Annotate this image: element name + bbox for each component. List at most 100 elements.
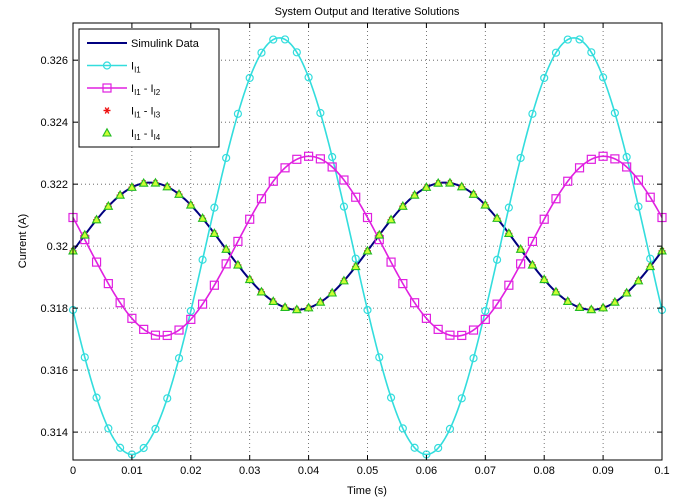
data-point — [116, 443, 125, 452]
data-point — [221, 244, 232, 253]
x-tick-label: 0.06 — [416, 465, 437, 477]
data-point — [150, 330, 161, 340]
data-point — [103, 278, 113, 289]
data-point — [645, 192, 655, 202]
data-point — [115, 298, 125, 308]
data-point — [186, 314, 196, 324]
data-point — [280, 302, 290, 312]
data-point — [586, 304, 597, 314]
chart-title: System Output and Iterative Solutions — [275, 6, 460, 18]
data-point — [127, 313, 137, 323]
data-point — [197, 299, 208, 309]
y-tick-label: 0.314 — [40, 427, 68, 439]
data-point — [386, 257, 396, 267]
data-point — [515, 244, 526, 253]
data-point — [210, 203, 219, 212]
data-point — [256, 194, 267, 204]
data-point — [268, 296, 279, 305]
data-point — [185, 199, 196, 209]
legend-text: I — [131, 83, 134, 95]
data-point — [233, 236, 243, 247]
data-point — [244, 274, 255, 284]
series-i1-i4 — [68, 177, 667, 314]
y-tick-label: 0.316 — [40, 365, 68, 377]
data-point — [174, 325, 184, 335]
data-point — [433, 177, 444, 187]
data-point — [375, 353, 384, 362]
legend-label: II1 - II2 — [131, 83, 161, 97]
data-point — [245, 214, 255, 224]
data-point — [410, 298, 420, 308]
data-point — [516, 259, 526, 269]
data-point — [186, 306, 195, 316]
x-tick-label: 0.04 — [298, 465, 319, 477]
y-tick-label: 0.32 — [47, 241, 68, 253]
data-point — [386, 214, 396, 224]
data-point — [621, 287, 632, 297]
data-point — [633, 175, 644, 185]
legend-subscript: I2 — [154, 88, 161, 97]
data-point — [280, 35, 290, 44]
data-point — [527, 236, 538, 247]
y-tick-label: 0.324 — [40, 117, 68, 129]
data-point — [397, 200, 408, 210]
data-point — [574, 302, 585, 312]
data-point — [468, 325, 479, 335]
legend-subscript: I4 — [154, 133, 161, 142]
series-layer — [68, 35, 667, 459]
data-point — [633, 275, 644, 285]
data-point — [622, 162, 632, 172]
data-point — [174, 354, 184, 363]
data-point — [480, 199, 491, 209]
data-point — [79, 229, 90, 239]
y-tick-label: 0.326 — [40, 55, 68, 67]
data-point — [151, 424, 160, 434]
legend-text: I — [131, 128, 134, 140]
data-point — [492, 213, 503, 222]
legend-label: II1 - II3 — [131, 106, 161, 120]
data-point — [339, 175, 349, 185]
data-point — [598, 73, 608, 82]
legend-label: Simulink Data — [131, 38, 200, 50]
data-point — [445, 424, 455, 434]
data-point — [551, 48, 561, 57]
data-point — [468, 188, 479, 198]
data-point — [398, 424, 407, 433]
data-point — [609, 296, 620, 306]
data-point — [480, 314, 490, 324]
data-point — [410, 443, 419, 452]
x-axis-label: Time (s) — [347, 485, 387, 497]
data-point — [610, 108, 619, 118]
data-point — [433, 324, 443, 334]
data-point — [527, 259, 538, 269]
data-point — [256, 286, 267, 296]
x-tick-label: 0.09 — [592, 465, 613, 477]
data-point — [362, 245, 373, 255]
data-point — [575, 35, 584, 44]
x-tick-label: 0.01 — [121, 465, 142, 477]
data-point — [539, 214, 549, 224]
legend-text: - I — [141, 83, 154, 95]
data-point — [456, 181, 467, 191]
data-point — [292, 48, 301, 57]
legend-label: II1 - II4 — [131, 128, 161, 142]
legend-subscript: I1 — [134, 111, 141, 120]
data-point — [198, 255, 207, 264]
data-point — [245, 73, 254, 83]
data-point — [504, 280, 514, 290]
star-stroke — [104, 107, 110, 114]
data-point — [139, 443, 148, 453]
data-point — [563, 35, 572, 44]
data-point — [634, 202, 643, 211]
data-point — [126, 182, 137, 191]
y-tick-label: 0.322 — [40, 179, 68, 191]
legend-text: I — [131, 106, 134, 118]
data-point — [328, 152, 337, 162]
data-point — [150, 177, 161, 187]
legend-item: Simulink Data — [87, 38, 200, 50]
data-point — [315, 154, 325, 164]
data-point — [504, 203, 513, 212]
legend-text: - I — [141, 128, 154, 140]
y-tick-label: 0.318 — [40, 303, 68, 315]
